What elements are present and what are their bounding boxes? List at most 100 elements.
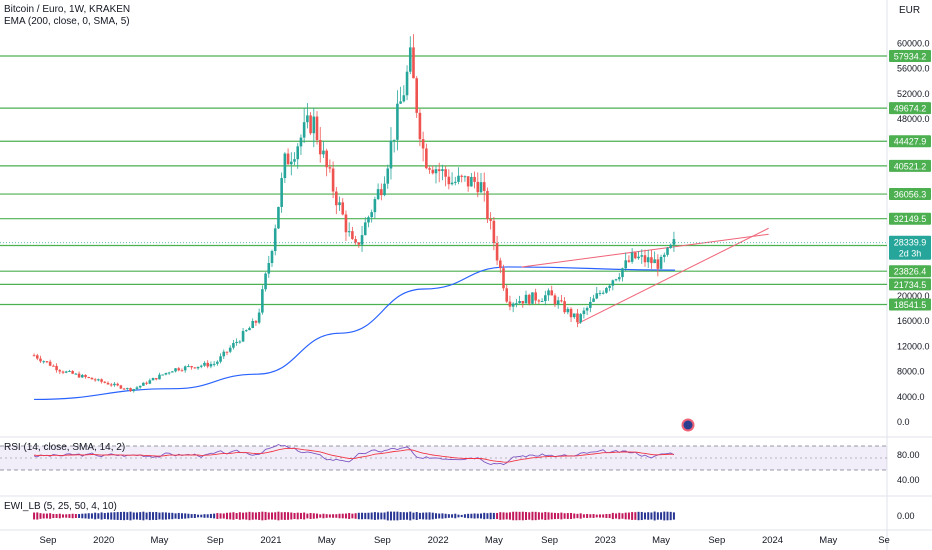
ewi-bar [322, 513, 325, 519]
ewi-bar [451, 514, 454, 518]
candle-body [643, 255, 647, 263]
ewi-bar [271, 512, 274, 520]
level-price-tag [889, 212, 931, 225]
candle-body [257, 312, 261, 323]
ewi-bar [280, 512, 283, 520]
candle-body [277, 206, 280, 229]
candle-body [585, 307, 589, 311]
ewi-bar [187, 513, 190, 519]
ewi-bar [332, 514, 335, 518]
price-tick-label: 48000.0 [897, 114, 930, 124]
ewi-bar [663, 511, 666, 521]
ewi-bar [647, 512, 650, 520]
ewi-bar [627, 512, 630, 520]
price-tick-label: 0.0 [897, 417, 910, 427]
ewi-bar [87, 513, 90, 519]
ewi-bar [457, 514, 460, 518]
rsi-pane: 40.00 80.00 [0, 444, 920, 485]
ewi-bar [402, 512, 405, 520]
ewi-bar [592, 514, 595, 518]
candle-body [560, 300, 563, 302]
ewi-bar [190, 514, 193, 518]
time-tick-label: 2020 [93, 535, 114, 546]
price-tick-label: 60000.0 [897, 39, 930, 49]
ewi-bar [219, 513, 222, 519]
candle-body [174, 368, 177, 372]
ewi-bar [476, 513, 479, 519]
candle-body [518, 300, 521, 304]
candle-body [103, 381, 107, 383]
candle-body [524, 294, 528, 304]
ewi-bar [441, 513, 444, 519]
ewi-bar [605, 513, 608, 519]
last-price-label: 28339.9 [894, 238, 927, 248]
candle-body [154, 378, 158, 380]
candle-body [42, 361, 46, 363]
ewi-bar [174, 513, 177, 519]
candle-body [386, 168, 390, 184]
ewi-bar [81, 513, 84, 519]
ewi-bar [116, 512, 119, 520]
candle-body [672, 239, 676, 245]
candle-body [138, 385, 142, 388]
ewi-bar [396, 511, 399, 521]
candle-body [421, 139, 425, 149]
candle-body [286, 153, 290, 165]
ewi-bar [373, 512, 376, 520]
candle-body [225, 351, 229, 353]
ewi-bar [364, 512, 367, 520]
ewi-bar [637, 511, 640, 521]
candle-body [283, 153, 287, 179]
ewi-bar [55, 514, 58, 518]
candle-body [113, 383, 116, 386]
ewi-bar [238, 512, 241, 520]
ewi-bar [65, 514, 68, 518]
ewi-bar [277, 511, 280, 521]
time-tick-label: May [485, 535, 503, 546]
ewi-bar [209, 513, 212, 519]
candle-body [473, 176, 476, 182]
ewi-bar [251, 512, 254, 520]
candle-body [486, 190, 489, 220]
ewi-bar [68, 514, 71, 518]
candle-body [328, 167, 332, 169]
candle-body [389, 140, 393, 169]
candle-body [457, 175, 460, 182]
candle-body [171, 371, 174, 373]
candle-body [418, 112, 422, 140]
ewi-bar [113, 512, 116, 520]
ewi-bar [184, 513, 187, 519]
ewi-bar [389, 511, 392, 521]
candle-body [431, 169, 435, 174]
ewi-bar [553, 512, 556, 520]
rsi-tick-label: 80.00 [897, 450, 920, 460]
rsi-band [0, 446, 887, 470]
candle-body [621, 268, 624, 278]
candle-body [296, 146, 300, 160]
ewi-bar [586, 513, 589, 519]
ewi-bar [142, 511, 145, 521]
candle-body [264, 273, 267, 290]
ewi-bar [216, 513, 219, 519]
ewi-bar [168, 512, 171, 520]
candle-body [68, 370, 71, 372]
candle-body [589, 301, 592, 308]
candle-body [209, 364, 213, 367]
horizontal-levels [0, 55, 887, 306]
time-tick-label: Sep [40, 535, 57, 546]
ewi-bar [525, 511, 528, 521]
ewi-bar [489, 512, 492, 520]
candle-body [482, 182, 486, 191]
ewi-bar [589, 514, 592, 518]
ewi-bar [42, 513, 45, 519]
time-tick-label: 2024 [762, 535, 783, 546]
candle-body [180, 370, 184, 372]
ewi-bar [103, 513, 106, 519]
candle-body [167, 372, 171, 374]
candle-body [595, 293, 599, 299]
time-tick-label: Se [878, 535, 890, 546]
candle-body [630, 252, 634, 262]
candle-body [521, 300, 525, 304]
candle-body [148, 380, 152, 384]
